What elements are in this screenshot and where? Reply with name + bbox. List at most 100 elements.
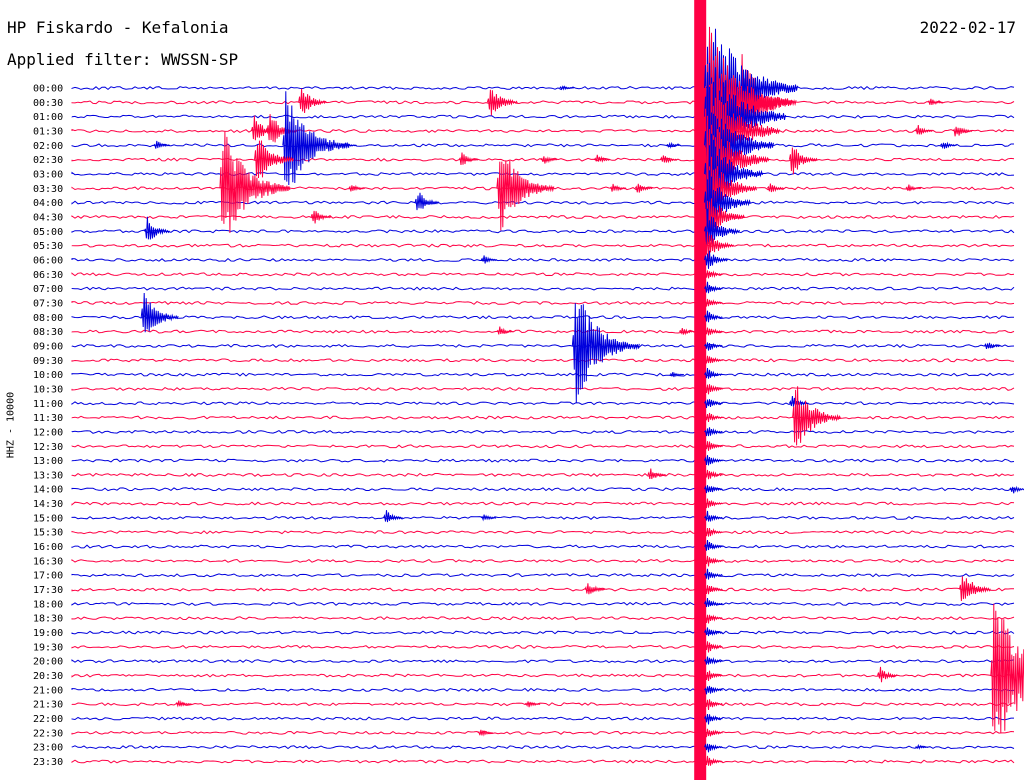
trace-line — [71, 730, 1015, 735]
seismic-event — [153, 140, 171, 149]
time-label: 21:00 — [33, 685, 63, 696]
trace-line — [71, 487, 1015, 492]
seismic-event — [940, 141, 957, 150]
major-event-coda — [704, 656, 723, 665]
trace-line — [71, 329, 1015, 334]
seismic-event — [788, 147, 818, 175]
major-event-coda — [704, 641, 723, 653]
time-label: 17:30 — [33, 585, 63, 596]
major-event-coda — [704, 281, 723, 294]
trace-line — [71, 286, 1015, 291]
major-event-coda — [704, 540, 723, 551]
trace-line — [71, 472, 1015, 477]
major-event-coda — [704, 670, 723, 681]
trace-line — [71, 759, 1015, 764]
time-label: 22:30 — [33, 728, 63, 739]
seismic-event — [219, 131, 291, 234]
major-event-coda — [704, 743, 723, 753]
seismic-event — [310, 210, 332, 224]
seismic-event — [1009, 485, 1024, 494]
seismic-event — [571, 303, 640, 403]
major-event-coda — [704, 627, 723, 637]
seismic-event — [496, 326, 513, 335]
major-event-saturation — [694, 0, 707, 780]
trace-line — [71, 544, 1015, 549]
seismic-event — [540, 156, 558, 164]
seismic-event — [414, 192, 440, 211]
trace-line — [71, 301, 1015, 305]
time-label: 12:30 — [33, 442, 63, 453]
trace-line — [71, 171, 1015, 177]
major-event-coda — [704, 327, 723, 336]
major-event-coda — [704, 568, 723, 580]
trace-line — [71, 415, 1015, 420]
seismic-event — [659, 155, 678, 164]
trace-line — [71, 702, 1015, 707]
trace-line — [71, 372, 1015, 377]
trace-line — [71, 200, 1015, 205]
trace-line — [71, 644, 1015, 649]
seismic-event — [383, 510, 403, 523]
seismic-event — [915, 743, 929, 750]
time-label: 02:00 — [33, 141, 63, 152]
time-label: 20:30 — [33, 671, 63, 682]
major-event-coda — [704, 699, 723, 710]
seismic-event — [480, 514, 497, 522]
seismic-event — [766, 183, 785, 193]
major-event-coda — [704, 728, 723, 738]
trace-line — [71, 616, 1015, 621]
trace-line — [71, 243, 1015, 248]
trace-line — [71, 214, 1015, 219]
time-label: 11:30 — [33, 413, 63, 424]
station-title: HP Fiskardo - Kefalonia — [7, 18, 229, 37]
trace-line — [71, 401, 1015, 406]
major-event-coda — [704, 250, 728, 269]
time-label: 07:30 — [33, 298, 63, 309]
seismic-event — [905, 184, 922, 192]
time-label: 18:00 — [33, 599, 63, 610]
time-label: 09:30 — [33, 356, 63, 367]
major-event-coda — [704, 384, 723, 395]
seismic-event — [984, 342, 1001, 350]
seismic-event — [348, 184, 366, 192]
seismic-event — [990, 603, 1024, 734]
trace-line — [71, 143, 1014, 148]
trace-line — [71, 673, 1015, 678]
time-label: 01:30 — [33, 126, 63, 137]
trace-line — [71, 444, 1015, 449]
trace-line — [71, 716, 1014, 721]
time-label: 04:30 — [33, 212, 63, 223]
major-event-coda — [704, 355, 723, 364]
trace-line — [71, 659, 1015, 664]
trace-line — [71, 601, 1015, 606]
seismic-event — [666, 141, 681, 149]
seismic-event — [458, 152, 479, 165]
seismic-event — [593, 154, 611, 163]
time-label: 07:00 — [33, 284, 63, 295]
time-label: 13:00 — [33, 456, 63, 467]
major-event-coda — [704, 528, 723, 537]
seismic-event — [477, 729, 494, 737]
trace-line — [71, 386, 1015, 391]
filter-label: Applied filter: WWSSN-SP — [7, 50, 239, 69]
time-label: 19:00 — [33, 628, 63, 639]
major-event-coda — [704, 310, 723, 323]
major-event-coda — [704, 270, 723, 279]
major-event-coda — [704, 455, 723, 466]
major-event-coda — [704, 585, 723, 595]
time-label: 08:00 — [33, 313, 63, 324]
trace-line — [71, 358, 1015, 363]
time-label: 05:30 — [33, 241, 63, 252]
major-event-coda — [704, 208, 740, 246]
time-label: 18:30 — [33, 614, 63, 625]
major-event-coda — [704, 498, 723, 509]
time-label: 20:00 — [33, 657, 63, 668]
trace-line — [71, 530, 1015, 535]
seismic-event — [678, 328, 695, 336]
major-event-coda — [704, 614, 723, 624]
time-label: 03:00 — [33, 169, 63, 180]
major-event-coda — [704, 555, 723, 567]
time-label: 01:00 — [33, 112, 63, 123]
seismic-event — [342, 141, 357, 149]
